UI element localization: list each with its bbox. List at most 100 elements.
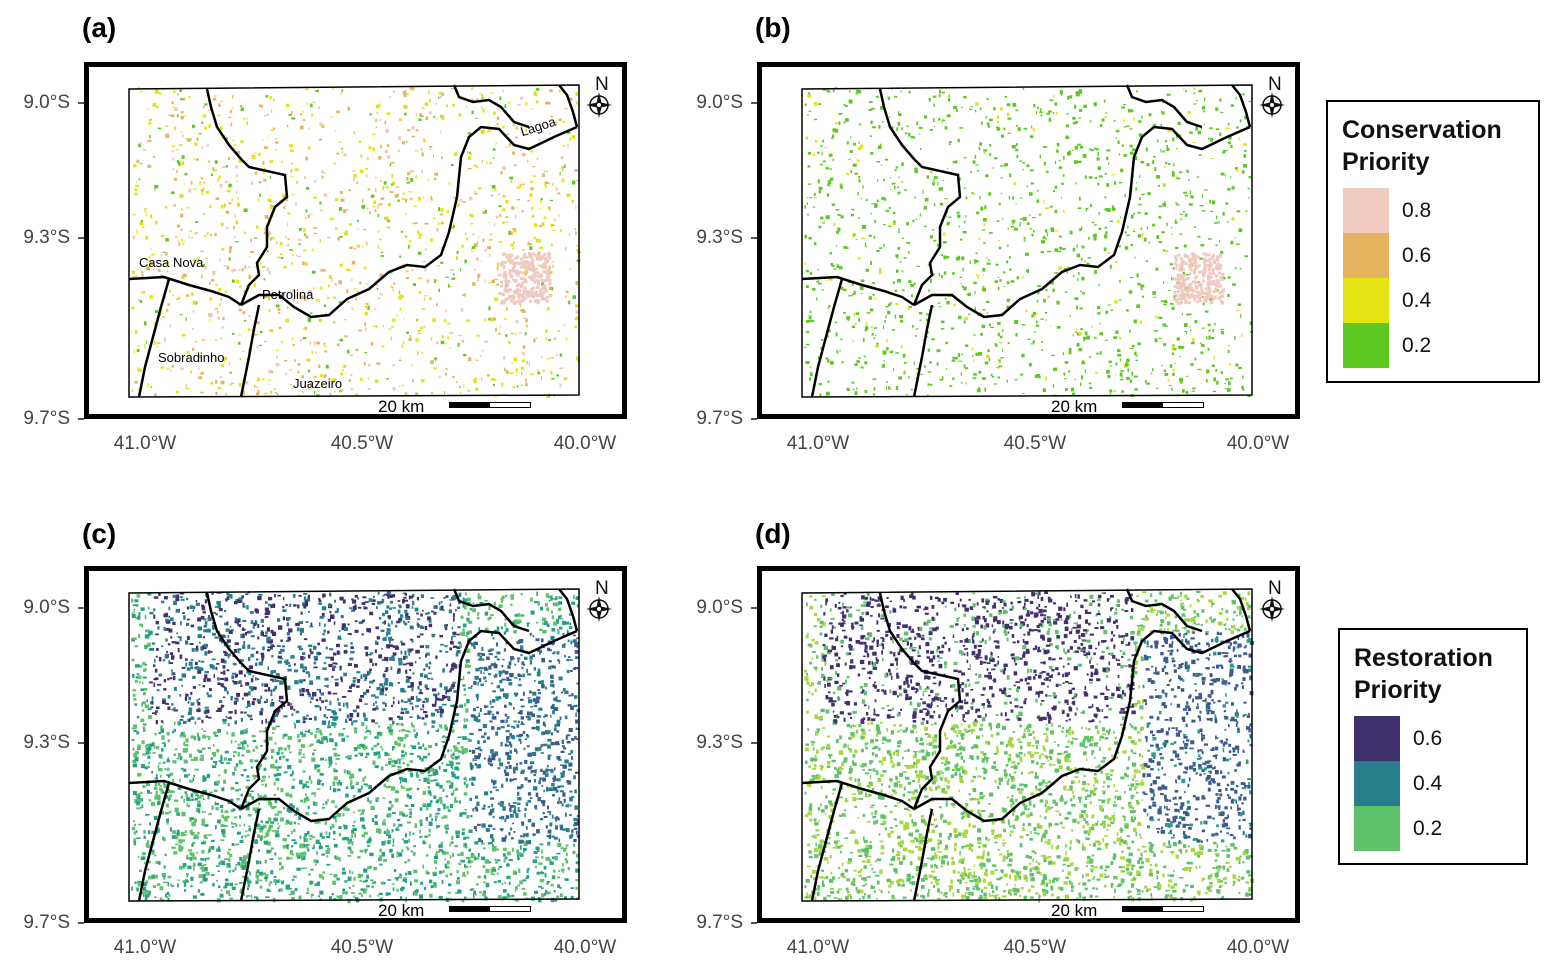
priority-cell [263, 231, 268, 235]
priority-cell [883, 243, 885, 248]
priority-cell [290, 149, 292, 153]
priority-cell [137, 793, 141, 795]
priority-cell [552, 264, 554, 269]
priority-cell [397, 700, 400, 704]
priority-cell [491, 185, 496, 189]
priority-cell [531, 769, 536, 773]
priority-cell [285, 318, 290, 323]
priority-cell [295, 202, 297, 207]
priority-cell [1219, 239, 1221, 243]
priority-cell [919, 148, 922, 150]
priority-cell [548, 665, 552, 670]
priority-cell [964, 367, 969, 370]
priority-cell [180, 228, 183, 231]
priority-cell [1049, 205, 1053, 208]
priority-cell [1227, 188, 1231, 191]
priority-cell [1216, 215, 1218, 219]
priority-cell [1013, 227, 1018, 231]
priority-cell [132, 791, 137, 796]
priority-cell [932, 95, 937, 98]
priority-cell [467, 167, 472, 170]
priority-cell [562, 120, 565, 123]
priority-cell [191, 236, 193, 239]
priority-cell [524, 272, 527, 276]
priority-cell [497, 802, 501, 805]
priority-cell [1106, 183, 1110, 187]
priority-cell [839, 266, 843, 270]
priority-cell [927, 383, 929, 386]
priority-cell [276, 777, 280, 781]
priority-cell [1162, 323, 1166, 327]
priority-cell [381, 658, 385, 661]
priority-cell [302, 652, 306, 655]
priority-cell [1139, 175, 1141, 178]
priority-cell [1032, 128, 1035, 132]
priority-cell [898, 113, 902, 117]
priority-cell [386, 112, 391, 115]
priority-cell [569, 670, 573, 673]
priority-cell [414, 607, 419, 612]
priority-cell [504, 318, 508, 320]
priority-cell [539, 257, 542, 261]
priority-cell [520, 183, 525, 186]
priority-cell [522, 265, 526, 268]
priority-cell [310, 893, 315, 896]
priority-cell [237, 752, 240, 757]
priority-cell [906, 242, 909, 244]
priority-cell [908, 376, 910, 379]
priority-cell [292, 594, 296, 598]
priority-cell [142, 226, 145, 228]
priority-cell [220, 754, 223, 757]
priority-cell [186, 294, 190, 297]
priority-cell [1219, 253, 1223, 257]
priority-cell [1076, 342, 1080, 347]
priority-cell [453, 196, 457, 199]
priority-cell [566, 130, 571, 134]
priority-cell [1035, 320, 1038, 323]
priority-cell [316, 299, 320, 302]
priority-cell [1037, 285, 1041, 287]
priority-cell [428, 844, 431, 849]
priority-cell [267, 250, 269, 253]
priority-cell [249, 793, 252, 797]
priority-cell [142, 709, 145, 712]
priority-cell [149, 295, 154, 299]
priority-cell [501, 665, 504, 668]
priority-cell [278, 326, 282, 329]
priority-cell [321, 720, 327, 725]
priority-cell [158, 269, 161, 272]
priority-cell [547, 841, 551, 846]
priority-cell [845, 118, 849, 122]
priority-cell [515, 369, 518, 374]
priority-cell [854, 172, 859, 175]
priority-cell [1208, 281, 1212, 285]
priority-cell [496, 262, 500, 267]
priority-cell [1044, 376, 1047, 381]
priority-cell [531, 727, 533, 730]
priority-cell [1194, 281, 1197, 285]
priority-cell [866, 312, 871, 314]
priority-cell [477, 746, 481, 750]
priority-cell [224, 181, 229, 184]
priority-cell [227, 758, 232, 761]
priority-cell [392, 700, 395, 705]
priority-cell [236, 150, 240, 155]
priority-cell [498, 241, 503, 243]
priority-cell [1162, 203, 1166, 207]
priority-cell [445, 874, 449, 878]
priority-cell [1104, 116, 1107, 118]
priority-cell [387, 892, 391, 896]
priority-cell [1098, 284, 1100, 287]
priority-cell [333, 296, 336, 299]
priority-cell [956, 211, 960, 214]
priority-cell [1214, 287, 1218, 291]
priority-cell [487, 374, 490, 377]
priority-cell [269, 370, 273, 374]
priority-cell [476, 719, 481, 723]
priority-cell [521, 293, 525, 297]
priority-cell [1176, 301, 1180, 305]
priority-cell [363, 783, 368, 785]
priority-cell [527, 800, 532, 803]
priority-cell [1198, 299, 1202, 303]
priority-cell [1075, 91, 1080, 95]
